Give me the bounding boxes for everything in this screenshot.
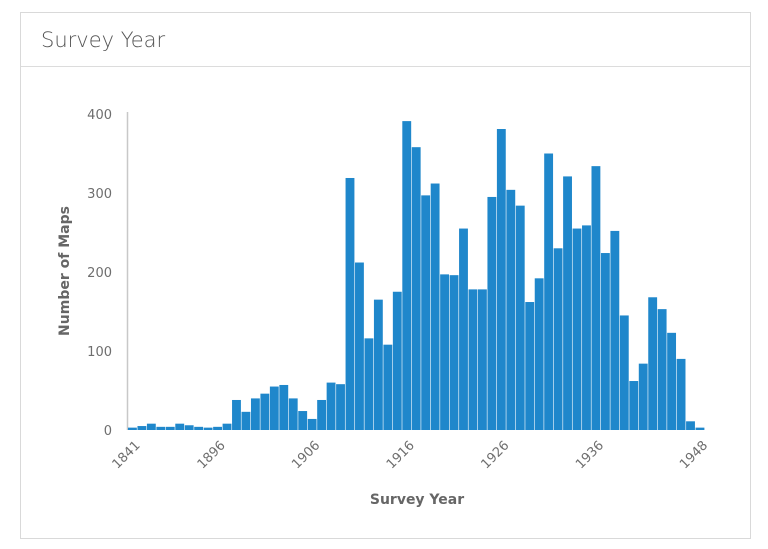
panel-header: Survey Year [21,13,750,67]
bar[interactable] [184,425,194,430]
bar[interactable] [298,411,308,430]
y-tick-label: 100 [87,345,112,360]
bar[interactable] [667,332,677,430]
bar[interactable] [477,289,487,430]
bar[interactable] [600,253,610,430]
bar[interactable] [563,176,572,430]
bar[interactable] [496,129,506,430]
bar[interactable] [156,426,166,430]
bar[interactable] [553,248,563,430]
bar[interactable] [449,275,459,430]
bar[interactable] [525,302,535,430]
bar[interactable] [288,398,298,430]
bar[interactable] [137,426,147,430]
bar[interactable] [165,426,175,430]
bar[interactable] [383,344,393,430]
bar[interactable] [269,386,279,430]
panel-title: Survey Year [41,28,166,52]
bar[interactable] [676,358,686,430]
x-tick-label: 1916 [384,438,418,472]
bar[interactable] [619,315,629,430]
bar[interactable] [430,183,440,430]
bar[interactable] [421,195,431,430]
bar[interactable] [686,421,695,430]
bar[interactable] [638,363,648,430]
bar[interactable] [506,189,516,430]
bar[interactable] [222,423,232,430]
bar[interactable] [657,309,667,430]
x-axis-title: Survey Year [370,492,464,508]
x-tick-label: 1948 [677,438,711,472]
bar[interactable] [146,423,156,430]
bar[interactable] [128,427,137,430]
bar[interactable] [440,274,450,430]
bar[interactable] [203,427,213,430]
bar[interactable] [364,338,374,430]
bar[interactable] [695,427,705,430]
bar[interactable] [544,153,554,431]
bar[interactable] [582,225,591,430]
bar[interactable] [232,399,241,430]
bar[interactable] [572,228,582,430]
y-tick-label: 0 [104,424,112,439]
chart-panel: Survey Year [20,12,751,539]
bar[interactable] [468,289,478,430]
x-tick-label: 1926 [478,438,512,472]
bar[interactable] [534,278,544,430]
bar[interactable] [326,382,336,430]
bar[interactable] [355,262,364,430]
bar[interactable] [279,384,289,430]
bar[interactable] [317,399,327,430]
bar[interactable] [373,299,383,430]
bar[interactable] [591,166,601,430]
bar[interactable] [629,381,639,430]
bar[interactable] [175,423,185,430]
bar[interactable] [241,411,251,430]
bar[interactable] [648,297,658,430]
x-tick-label: 1896 [195,438,229,472]
y-tick-label: 400 [87,108,112,123]
y-tick-label: 300 [87,187,112,202]
bar[interactable] [411,147,421,430]
bar[interactable] [610,230,620,430]
bar[interactable] [392,291,402,430]
bar[interactable] [213,426,222,430]
bar[interactable] [487,196,497,430]
bar[interactable] [402,121,412,431]
bar[interactable] [515,205,525,430]
bar[interactable] [260,393,270,430]
bar[interactable] [194,426,204,430]
x-tick-label: 1841 [110,438,144,472]
bar[interactable] [336,384,345,430]
bar[interactable] [307,418,317,430]
x-tick-label: 1936 [573,438,607,472]
bar[interactable] [345,177,355,430]
bar[interactable] [250,398,260,430]
x-tick-label: 1906 [289,438,323,472]
y-axis-title: Number of Maps [57,206,73,336]
bar[interactable] [459,228,468,430]
y-tick-label: 200 [87,266,112,281]
